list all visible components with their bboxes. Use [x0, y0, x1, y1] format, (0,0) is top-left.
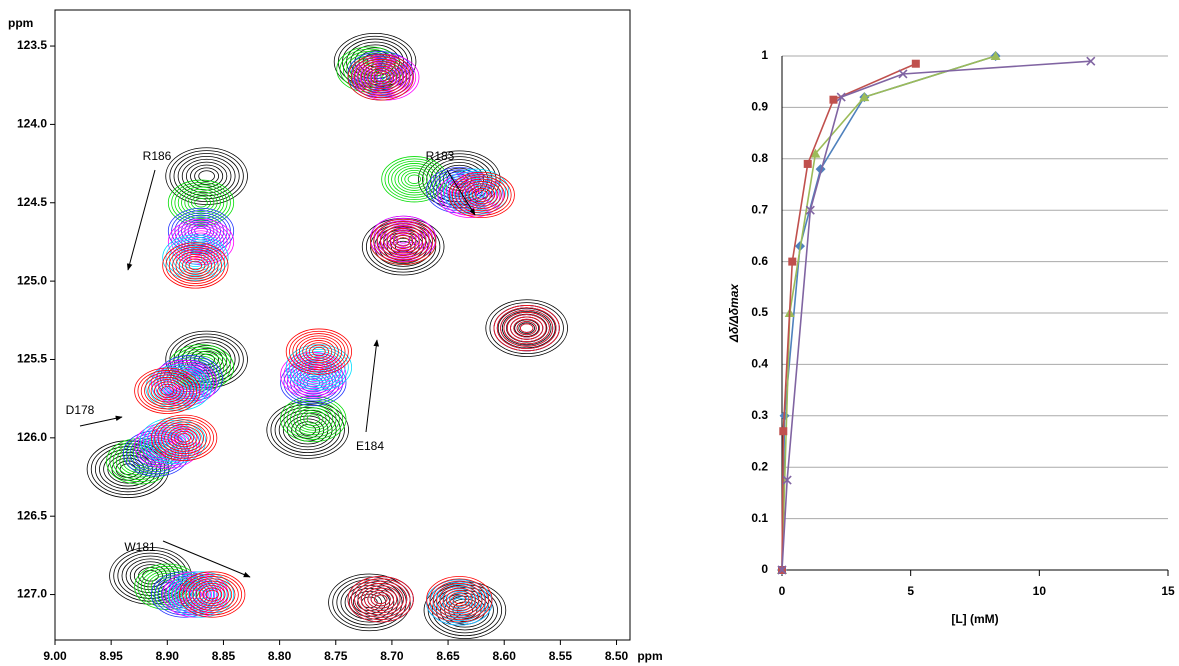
peak-contour: [370, 218, 437, 266]
peak-contour: [151, 414, 218, 461]
y-tick-label: 124.0: [17, 117, 47, 131]
peak-annotation: R183: [426, 149, 455, 163]
y-tick-label: 127.0: [17, 587, 47, 601]
x-tick-label: 8.80: [268, 649, 292, 663]
point: [815, 164, 826, 175]
x-tick-label: 8.90: [156, 649, 180, 663]
y-tick-label: 1: [761, 48, 768, 62]
x-tick-label: 15: [1161, 584, 1175, 598]
y-tick-label: 123.5: [17, 38, 47, 52]
y-tick-label: 126.0: [17, 430, 47, 444]
point: [779, 427, 788, 436]
y-tick-label: 0.8: [751, 151, 768, 165]
peak-contour: [165, 330, 248, 389]
y-axis-label: ppm: [8, 16, 33, 30]
y-tick-label: 125.0: [17, 273, 47, 287]
series-line: [781, 60, 1091, 571]
y-tick-label: 126.5: [17, 508, 47, 522]
x-tick-label: 8.50: [605, 649, 629, 663]
y-tick-label: 0.3: [751, 408, 768, 422]
peak-contour: [448, 171, 515, 219]
y-tick-label: 0.2: [751, 459, 768, 473]
peak-contour: [493, 305, 560, 352]
y-tick-label: 124.5: [17, 195, 47, 209]
peak-contour: [165, 147, 248, 205]
x-tick-label: 0: [779, 584, 786, 598]
point: [777, 565, 787, 575]
x-tick-label: 8.85: [212, 649, 236, 663]
x-axis-label: ppm: [637, 649, 662, 663]
x-tick-label: 8.65: [436, 649, 460, 663]
x-tick-label: 8.55: [549, 649, 573, 663]
peak-annotation: E184: [356, 439, 384, 453]
peak-contour: [285, 328, 353, 375]
peak-contour: [179, 571, 246, 618]
x-tick-label: 5: [907, 584, 914, 598]
x-tick-label: 10: [1033, 584, 1047, 598]
annotation-arrow: [365, 339, 380, 433]
point: [829, 95, 838, 104]
y-tick-label: 0.9: [751, 100, 768, 114]
plot-frame: [54, 9, 631, 641]
point: [836, 92, 846, 102]
x-tick-label: 8.75: [324, 649, 348, 663]
annotation-arrow: [446, 169, 476, 216]
peak-contour: [353, 54, 420, 101]
y-tick-label: 0.7: [751, 202, 768, 216]
point: [898, 69, 908, 79]
annotation-arrow: [126, 169, 156, 271]
y-axis-label: Δδ/Δδmax: [727, 283, 741, 343]
x-tick-label: 9.00: [43, 649, 67, 663]
y-tick-label: 0.1: [751, 511, 768, 525]
peak-contour: [347, 54, 414, 101]
point: [788, 257, 797, 266]
peak-contour: [134, 367, 201, 414]
peak-contour: [162, 242, 229, 289]
point: [911, 59, 920, 68]
x-tick-label: 8.70: [380, 649, 404, 663]
y-tick-label: 0.4: [751, 357, 768, 371]
peak-contour: [145, 364, 212, 411]
peak-contour: [423, 581, 507, 639]
peak-annotation: W181: [124, 540, 156, 554]
x-axis-label: [L] (mM): [951, 612, 998, 626]
peak-contour: [280, 395, 347, 443]
annotation-arrow: [79, 415, 123, 427]
point: [810, 148, 821, 158]
peak-contour: [167, 179, 235, 226]
y-tick-label: 125.5: [17, 352, 47, 366]
peak-annotation: D178: [66, 403, 95, 417]
point: [1086, 56, 1096, 66]
point: [805, 205, 815, 215]
y-tick-label: 0.5: [751, 305, 768, 319]
point: [859, 92, 870, 102]
series-line: [781, 62, 917, 571]
peak-contour: [485, 299, 568, 357]
peak-contour: [167, 571, 235, 618]
point: [782, 475, 792, 485]
peak-contour: [426, 576, 493, 623]
x-tick-label: 8.60: [493, 649, 517, 663]
peak-annotation: R186: [143, 149, 172, 163]
x-tick-label: 8.95: [99, 649, 123, 663]
peak-contour: [347, 576, 414, 623]
point: [803, 159, 812, 168]
y-tick-label: 0.6: [751, 254, 768, 268]
y-tick-label: 0: [761, 562, 768, 576]
point: [990, 51, 1001, 60]
annotation-arrow: [162, 540, 251, 578]
